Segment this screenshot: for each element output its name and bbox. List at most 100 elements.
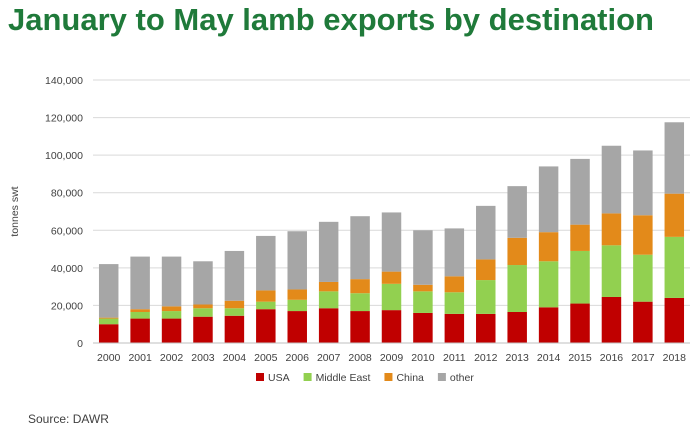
bar-segment-usa: [130, 318, 150, 343]
legend-label: Middle East: [316, 372, 371, 384]
y-tick-label: 140,000: [45, 75, 83, 87]
bar-segment-usa: [193, 316, 213, 343]
bar-segment-usa: [664, 297, 685, 343]
y-tick-label: 100,000: [45, 150, 83, 162]
x-tick-label: 2016: [600, 352, 624, 364]
bar-segment-china: [350, 279, 370, 294]
bar-segment-china: [601, 213, 622, 246]
bar-segment-china: [161, 306, 182, 312]
bar-segment-other: [444, 228, 465, 277]
legend-swatch: [384, 373, 393, 381]
bar-segment-usa: [256, 309, 276, 343]
bar-segment-usa: [538, 307, 559, 343]
legend-label: USA: [268, 372, 290, 384]
bar-segment-china: [413, 284, 433, 292]
bar-segment-middle-east: [287, 299, 307, 312]
legend-label: other: [450, 372, 474, 384]
bars: [98, 122, 685, 343]
bar-segment-other: [413, 230, 433, 285]
bar-segment-other: [224, 250, 245, 301]
chart-title: January to May lamb exports by destinati…: [8, 2, 654, 37]
y-axis-label: tonnes swt: [9, 186, 21, 236]
bar-segment-usa: [224, 315, 245, 343]
bar-segment-china: [664, 193, 685, 237]
bar-segment-usa: [444, 313, 465, 343]
bar-segment-usa: [633, 301, 653, 343]
y-axis-ticks: 0 20,000 40,000 60,000 80,000 100,000 120,000 1…: [45, 75, 83, 350]
x-tick-label: 2001: [128, 352, 152, 364]
y-tick-label: 60,000: [51, 225, 83, 237]
x-tick-label: 2006: [286, 352, 310, 364]
x-tick-label: 2017: [631, 352, 655, 364]
y-tick-label: 40,000: [51, 263, 83, 275]
x-tick-label: 2014: [537, 352, 561, 364]
x-tick-label: 2010: [411, 352, 435, 364]
bar-segment-middle-east: [256, 301, 276, 310]
bar-segment-china: [287, 289, 307, 300]
bar-segment-china: [444, 276, 465, 293]
bar-segment-middle-east: [224, 308, 245, 316]
bar-segment-china: [224, 300, 245, 309]
bar-segment-usa: [381, 310, 402, 343]
bar-segment-other: [256, 235, 276, 291]
bar-segment-china: [256, 290, 276, 302]
bar-segment-china: [507, 237, 527, 266]
bar-segment-usa: [601, 296, 622, 343]
bar-segment-other: [161, 256, 182, 307]
bar-segment-china: [476, 259, 496, 281]
bar-segment-other: [350, 216, 370, 280]
bar-segment-middle-east: [413, 291, 433, 313]
bar-segment-other: [98, 264, 119, 318]
legend-swatch: [437, 373, 446, 381]
bar-segment-china: [538, 232, 559, 262]
bar-segment-middle-east: [664, 236, 685, 298]
bar-segment-other: [193, 261, 213, 305]
bar-segment-usa: [318, 308, 339, 343]
bar-segment-other: [287, 231, 307, 290]
bar-segment-usa: [350, 311, 370, 343]
bar-segment-other: [507, 186, 527, 238]
bar-segment-middle-east: [570, 250, 590, 304]
bar-segment-middle-east: [538, 261, 559, 308]
bar-segment-china: [193, 304, 213, 309]
bar-segment-middle-east: [98, 318, 119, 325]
bar-segment-usa: [98, 324, 119, 343]
source-note: Source: DAWR: [28, 412, 109, 426]
bar-segment-middle-east: [318, 291, 339, 309]
bar-segment-other: [601, 145, 622, 214]
bar-segment-other: [476, 205, 496, 260]
bar-segment-china: [570, 224, 590, 251]
bar-segment-middle-east: [193, 308, 213, 317]
y-tick-label: 120,000: [45, 113, 83, 125]
x-tick-label: 2009: [380, 352, 404, 364]
bar-segment-other: [664, 122, 685, 194]
x-tick-label: 2002: [160, 352, 184, 364]
x-tick-label: 2007: [317, 352, 341, 364]
x-tick-label: 2005: [254, 352, 278, 364]
bar-segment-middle-east: [444, 292, 465, 314]
bar-segment-china: [130, 309, 150, 313]
y-tick-label: 20,000: [51, 300, 83, 312]
x-tick-label: 2000: [97, 352, 121, 364]
x-tick-label: 2011: [443, 352, 466, 364]
legend-label: China: [396, 372, 424, 384]
bar-segment-usa: [287, 311, 307, 343]
bar-segment-middle-east: [350, 293, 370, 312]
stacked-bar-chart: 0 20,000 40,000 60,000 80,000 100,000 120,000 1…: [9, 75, 690, 384]
bar-segment-china: [98, 317, 119, 319]
x-tick-label: 2013: [506, 352, 530, 364]
x-tick-label: 2018: [663, 352, 687, 364]
bar-segment-usa: [476, 313, 496, 343]
bar-segment-middle-east: [161, 311, 182, 319]
bar-segment-other: [381, 212, 402, 272]
bar-segment-other: [130, 256, 150, 310]
legend-swatch: [303, 373, 312, 381]
bar-segment-china: [633, 215, 653, 255]
bar-segment-middle-east: [130, 312, 150, 319]
bar-segment-middle-east: [601, 245, 622, 297]
bar-segment-other: [318, 221, 339, 282]
bar-segment-middle-east: [476, 280, 496, 314]
bar-segment-other: [570, 158, 590, 225]
x-axis-ticks: 2000 2001 2002 2003 2004 2005 2006 2007 2008 2009…: [97, 352, 686, 364]
y-tick-label: 0: [77, 338, 83, 350]
